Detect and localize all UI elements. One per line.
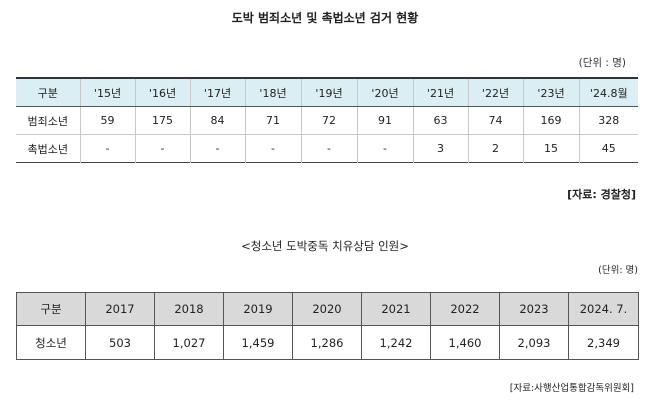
- header-cell: 구분: [16, 292, 86, 326]
- header-cell: 2024. 7.: [568, 292, 639, 326]
- table-cell: 328: [578, 106, 638, 135]
- header-cell: '17년: [189, 78, 245, 107]
- table-cell: -: [356, 134, 413, 163]
- row-label: 촉법소년: [27, 142, 68, 156]
- table-row: 범죄소년 59 175 84 71 72 91 63 74 169 328: [16, 106, 638, 135]
- table-row: 촉법소년 - - - - - - 3 2 15 45: [16, 134, 638, 163]
- table-row: 청소년 503 1,027 1,459 1,286 1,242 1,460 2,…: [16, 325, 639, 360]
- table-cell: 71: [244, 106, 301, 135]
- table1-header-row: 구분 '15년 '16년 '17년 '18년 '19년 '20년 '21년 '2…: [16, 78, 638, 107]
- table1-source: [자료: 경찰청]: [567, 188, 636, 201]
- header-cell: '15년: [79, 78, 135, 107]
- header-cell: '20년: [356, 78, 413, 107]
- table1-unit: (단위 : 명): [578, 57, 626, 69]
- table2-source: [자료:사행산업통합감독위원회]: [509, 383, 634, 394]
- table-cell: 59: [79, 106, 135, 135]
- table-cell: 84: [189, 106, 245, 135]
- table-cell: 1,459: [223, 325, 293, 360]
- table-cell: -: [79, 134, 135, 163]
- header-cell: 2023: [499, 292, 569, 326]
- table-cell: 91: [356, 106, 413, 135]
- table-cell: 1,286: [292, 325, 362, 360]
- table-cell: 3: [412, 134, 468, 163]
- table-cell: 74: [467, 106, 523, 135]
- table-cell: 2,093: [499, 325, 569, 360]
- table-cell: 72: [300, 106, 357, 135]
- header-cell: '23년: [522, 78, 579, 107]
- header-cell: 2021: [361, 292, 431, 326]
- table-cell: 169: [522, 106, 579, 135]
- table-cell: 45: [578, 134, 638, 163]
- gambling-arrests-table: 구분 '15년 '16년 '17년 '18년 '19년 '20년 '21년 '2…: [16, 77, 638, 163]
- header-cell: 2018: [154, 292, 224, 326]
- table-cell: 175: [134, 106, 190, 135]
- table-cell: -: [134, 134, 190, 163]
- header-cell: '22년: [467, 78, 523, 107]
- header-cell: '18년: [244, 78, 301, 107]
- header-cell: '16년: [134, 78, 190, 107]
- row-label: 청소년: [16, 325, 86, 360]
- table-cell: -: [189, 134, 245, 163]
- header-cell: 2020: [292, 292, 362, 326]
- table-cell: 503: [85, 325, 155, 360]
- header-cell: 2019: [223, 292, 293, 326]
- table2-title: <청소년 도박중독 치유상담 인원>: [241, 239, 409, 253]
- table-cell: 63: [412, 106, 468, 135]
- header-cell: '24.8월: [578, 78, 638, 107]
- table-cell: 1,027: [154, 325, 224, 360]
- table-cell: 1,242: [361, 325, 431, 360]
- table1-title: 도박 범죄소년 및 촉법소년 검거 현황: [231, 11, 419, 25]
- header-cell: 2022: [430, 292, 500, 326]
- table2-unit: (단위: 명): [598, 265, 638, 276]
- table-cell: 15: [522, 134, 579, 163]
- table-cell: 1,460: [430, 325, 500, 360]
- table-cell: -: [244, 134, 301, 163]
- counseling-table: 구분 2017 2018 2019 2020 2021 2022 2023 20…: [16, 292, 639, 360]
- table-cell: 2: [467, 134, 523, 163]
- row-label: 범죄소년: [16, 106, 80, 135]
- table2-header-row: 구분 2017 2018 2019 2020 2021 2022 2023 20…: [16, 292, 639, 326]
- header-cell: '21년: [412, 78, 468, 107]
- header-cell: 구분: [16, 78, 80, 107]
- header-cell: 2017: [85, 292, 155, 326]
- table-cell: 2,349: [568, 325, 639, 360]
- table-cell: -: [300, 134, 357, 163]
- header-cell: '19년: [300, 78, 357, 107]
